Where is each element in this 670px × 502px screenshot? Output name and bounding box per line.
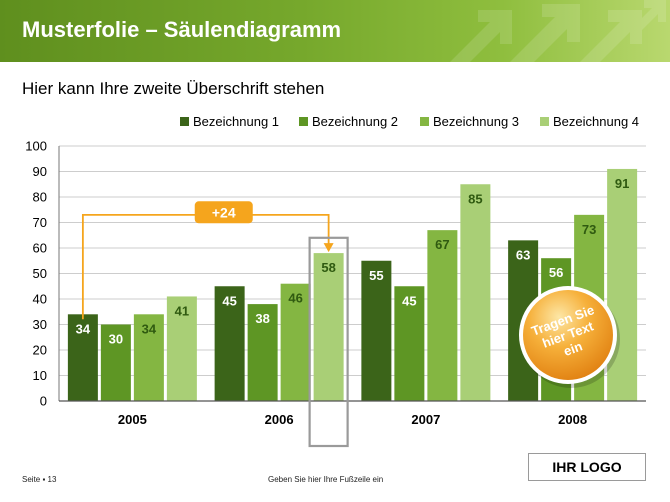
difference-arrowhead-icon: [323, 243, 334, 253]
difference-label: +24: [212, 204, 236, 220]
page-number: Seite ▪ 13: [22, 475, 57, 484]
bar: [214, 286, 245, 401]
bar: [427, 230, 458, 401]
difference-badge: [194, 201, 253, 224]
x-tick-label: 2007: [411, 412, 440, 427]
data-label: 63: [516, 247, 530, 262]
data-label: 30: [109, 332, 123, 347]
y-tick-label: 30: [33, 317, 47, 332]
y-tick-label: 60: [33, 241, 47, 256]
highlight-frame: [308, 236, 349, 448]
data-label: 85: [468, 191, 482, 206]
data-label: 46: [288, 291, 302, 306]
bar: [280, 283, 311, 401]
data-label: 34: [142, 321, 157, 336]
x-tick-label: 2006: [265, 412, 294, 427]
bar: [394, 286, 425, 401]
data-label: 58: [321, 260, 335, 275]
badge-text-line: ein: [562, 338, 585, 359]
bar: [361, 260, 392, 401]
y-tick-label: 100: [25, 139, 47, 154]
data-label: 91: [615, 176, 629, 191]
legend-label: Bezeichnung 4: [553, 114, 639, 129]
arrow-decoration-icon: [450, 0, 666, 62]
slide-title: Musterfolie – Säulendiagramm: [22, 17, 342, 42]
y-tick-label: 80: [33, 190, 47, 205]
y-tick-label: 50: [33, 266, 47, 281]
y-tick-label: 90: [33, 164, 47, 179]
slide-header: Musterfolie – Säulendiagramm: [0, 0, 670, 62]
legend: Bezeichnung 1 Bezeichnung 2 Bezeichnung 3 B…: [180, 114, 639, 129]
y-tick-label: 40: [33, 292, 47, 307]
y-tick-label: 70: [33, 215, 47, 230]
legend-swatch: [420, 117, 429, 126]
y-tick-label: 0: [40, 394, 47, 409]
bar: [460, 184, 491, 401]
bar: [166, 296, 197, 401]
legend-swatch: [540, 117, 549, 126]
legend-swatch: [299, 117, 308, 126]
bar: [133, 314, 164, 401]
data-label: 45: [222, 293, 236, 308]
y-tick-label: 20: [33, 343, 47, 358]
data-label: 55: [369, 268, 383, 283]
data-label: 56: [549, 265, 563, 280]
data-label: 45: [402, 293, 416, 308]
bar: [100, 324, 131, 401]
slide-subtitle: Hier kann Ihre zweite Überschrift stehen: [22, 79, 325, 98]
x-tick-label: 2008: [558, 412, 587, 427]
bar: [247, 304, 278, 401]
bars: 34 30 34 41 45 38 46 58 55 45 67 85 63 56 73 91: [67, 168, 638, 401]
y-tick-label: 10: [33, 368, 47, 383]
legend-swatch: [180, 117, 189, 126]
bar: [67, 314, 98, 401]
data-label: 41: [175, 303, 189, 318]
logo-placeholder: IHR LOGO: [528, 453, 646, 481]
data-label: 34: [76, 321, 91, 336]
bar: [607, 168, 638, 401]
legend-label: Bezeichnung 2: [312, 114, 398, 129]
x-tick-label: 2005: [118, 412, 147, 427]
bar: [313, 253, 344, 401]
legend-label: Bezeichnung 1: [193, 114, 279, 129]
data-label: 73: [582, 222, 596, 237]
footer-text: Geben Sie hier Ihre Fußzeile ein: [268, 475, 384, 484]
axes: 0 10 20 30 40 50 60 70 80 90 100 2005 2006 2007 2008: [25, 139, 646, 427]
logo-text: IHR LOGO: [552, 459, 622, 475]
annotations: +24: [81, 201, 349, 448]
badge-circle: [523, 290, 613, 380]
data-label: 67: [435, 237, 449, 252]
data-label: 38: [255, 311, 269, 326]
legend-label: Bezeichnung 3: [433, 114, 519, 129]
